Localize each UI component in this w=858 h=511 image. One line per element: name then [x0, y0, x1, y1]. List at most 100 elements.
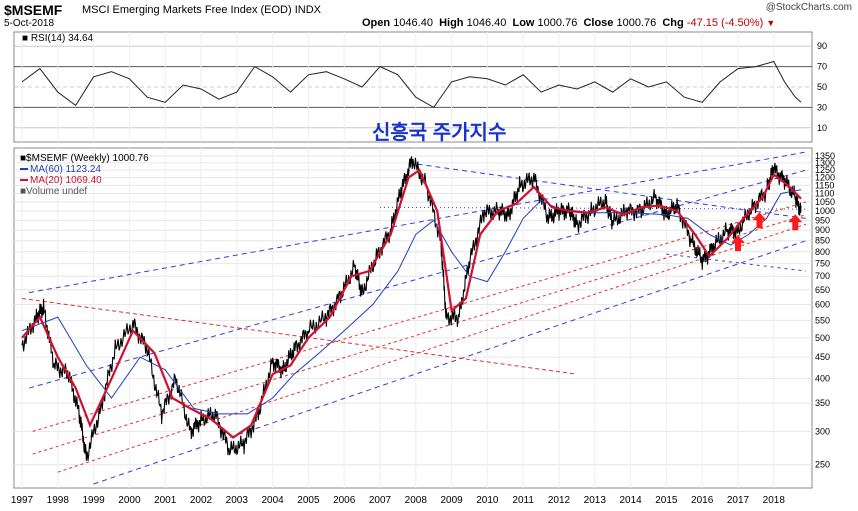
annotation-title: 신흥국 주가지수	[372, 122, 507, 144]
rsi-tick-label: 10	[817, 123, 827, 133]
price-tick-label: 650	[815, 285, 830, 295]
x-tick-label: 2005	[297, 495, 320, 506]
legend-ma60-text: MA(60) 1123.24	[30, 164, 101, 175]
price-tick-label: 600	[815, 299, 830, 309]
up-arrow-icon	[752, 212, 767, 229]
rsi-gridlines	[14, 32, 812, 142]
down-triangle-icon: ▼	[766, 18, 776, 28]
x-tick-label: 2004	[261, 495, 284, 506]
x-tick-label: 2006	[333, 495, 356, 506]
rsi-tick-label: 90	[817, 41, 827, 51]
legend-volume-text: Volume undef	[26, 186, 88, 197]
trendlines	[21, 151, 807, 485]
x-tick-label: 2000	[118, 495, 141, 506]
close-label: Close	[583, 17, 614, 29]
x-tick-label: 2008	[405, 495, 428, 506]
rsi-tick-label: 30	[817, 102, 827, 112]
rsi-swatch-icon: ■	[22, 33, 29, 44]
x-tick-label: 2014	[619, 495, 642, 506]
trendline	[57, 223, 807, 473]
price-tick-label: 1250	[815, 165, 835, 175]
x-tick-label: 1998	[47, 495, 70, 506]
legend-price: ■$MSEMF (Weekly) 1000.76	[20, 153, 149, 164]
annotation-arrows	[730, 212, 803, 252]
price-tick-label: 1000	[815, 206, 835, 216]
up-arrow-icon	[788, 214, 803, 231]
x-tick-label: 1997	[11, 495, 34, 506]
price-tick-label: 1100	[815, 189, 834, 199]
price-tick-label: 450	[815, 352, 830, 362]
price-swatch-icon: ■	[20, 153, 27, 164]
price-panel	[13, 147, 813, 489]
x-tick-label: 2001	[154, 495, 177, 506]
ma20-line	[21, 168, 802, 439]
price-tick-label: 1350	[815, 151, 835, 161]
rsi-value: 34.64	[68, 33, 94, 44]
chg-label: Chg	[662, 17, 684, 29]
up-arrow-icon	[730, 235, 745, 252]
x-tick-label: 2011	[512, 495, 534, 506]
legend-ma20-text: MA(20) 1069.40	[30, 175, 102, 186]
legend-price-text: $MSEMF (Weekly) 1000.76	[26, 153, 149, 164]
x-tick-label: 2012	[548, 495, 571, 506]
price-tick-label: 550	[815, 315, 830, 325]
trendline	[29, 151, 807, 294]
low-label: Low	[512, 17, 535, 29]
price-legend: ■$MSEMF (Weekly) 1000.76 MA(60) 1123.24 …	[20, 153, 149, 197]
legend-ma20: MA(20) 1069.40	[20, 175, 149, 186]
price-tick-label: 750	[815, 259, 830, 269]
open-label: Open	[362, 17, 391, 29]
exchange-code: INDX	[294, 4, 322, 16]
trendline	[408, 162, 807, 219]
ticker-symbol: $MSEMF	[4, 2, 63, 18]
rsi-tick-label: 70	[817, 62, 827, 72]
legend-volume: ■Volume undef	[20, 186, 149, 197]
price-tick-label: 1200	[815, 173, 835, 183]
chg-value: -47.15 (-4.50%)	[686, 17, 764, 29]
close-value: 1000.76	[616, 17, 657, 29]
rsi-y-axis: 10 30 50 70 90	[817, 41, 827, 133]
chart-date: 5-Oct-2018	[4, 18, 55, 29]
rsi-legend: ■ RSI(14) 34.64	[22, 33, 93, 44]
rsi-tick-label: 50	[817, 82, 827, 92]
price-tick-label: 500	[815, 333, 830, 343]
price-tick-label: 250	[815, 460, 830, 470]
brand-watermark[interactable]: @StockCharts.com	[765, 2, 852, 13]
price-tick-label: 800	[815, 247, 830, 257]
x-axis: 1997 1998 1999 2000 2001 2002 2003 2004 2005 2006…	[11, 495, 785, 506]
trendline	[32, 201, 807, 432]
price-tick-label: 700	[815, 271, 830, 281]
x-tick-label: 2010	[476, 495, 499, 506]
price-tick-label: 950	[815, 215, 830, 225]
price-tick-label: 300	[815, 426, 830, 436]
x-tick-label: 2003	[226, 495, 249, 506]
low-value: 1000.76	[537, 17, 578, 29]
rsi-name: RSI(14)	[30, 33, 66, 44]
price-y-axis: 2503003504004505005506006507007508008509…	[815, 151, 835, 470]
x-tick-label: 1999	[82, 495, 105, 506]
price-tick-label: 350	[815, 398, 830, 408]
price-tick-label: 1150	[815, 180, 834, 190]
price-tick-label: 900	[815, 225, 830, 235]
x-tick-label: 2009	[440, 495, 463, 506]
x-tick-label: 2007	[369, 495, 392, 506]
x-tick-label: 2002	[190, 495, 213, 506]
high-label: High	[439, 17, 464, 29]
price-tick-label: 1300	[815, 158, 835, 168]
x-tick-label: 2017	[727, 495, 750, 506]
ma60-line	[21, 189, 802, 415]
legend-ma60: MA(60) 1123.24	[20, 164, 149, 175]
index-full-name: MSCI Emerging Markets Free Index (EOD)	[82, 4, 292, 16]
price-tick-label: 400	[815, 374, 830, 384]
trendline	[21, 297, 577, 375]
x-tick-label: 2018	[763, 495, 786, 506]
trendline	[666, 253, 807, 272]
quote-summary: Open 1046.40 High 1046.40 Low 1000.76 Cl…	[362, 17, 775, 29]
price-tick-label: 850	[815, 236, 830, 246]
open-value: 1046.40	[393, 17, 433, 29]
x-tick-label: 2015	[655, 495, 678, 506]
ma20-swatch-icon	[20, 179, 28, 182]
index-name: MSCI Emerging Markets Free Index (EOD) I…	[82, 4, 321, 16]
price-tick-label: 1050	[815, 197, 835, 207]
